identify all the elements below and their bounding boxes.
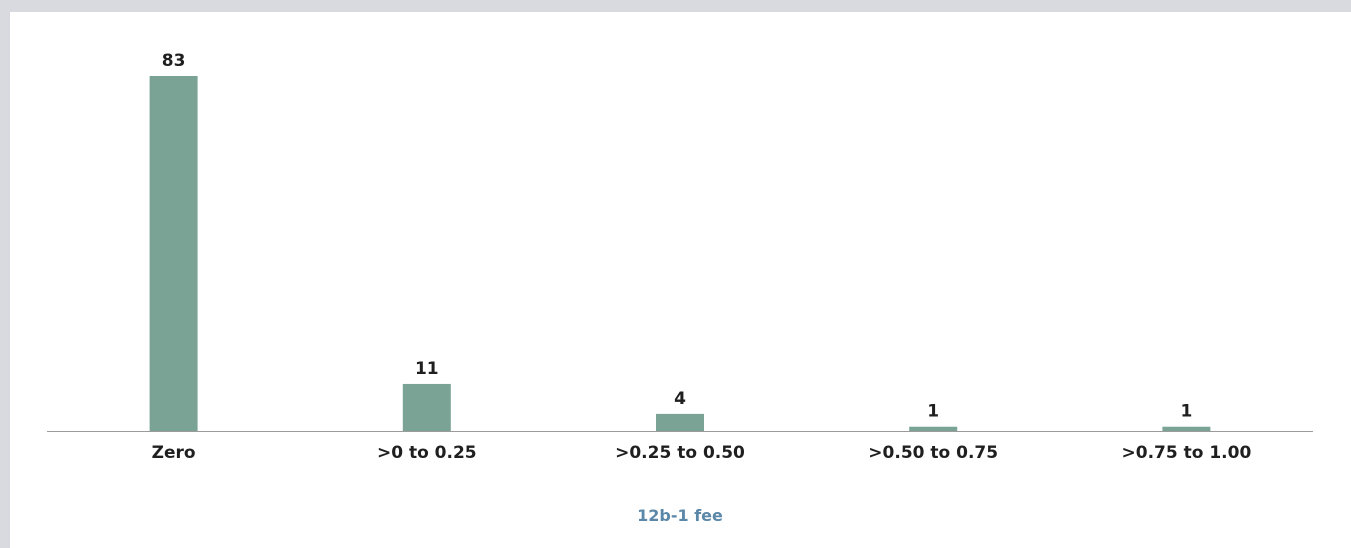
bar: [402, 383, 451, 431]
x-tick-label: >0.50 to 0.75: [868, 443, 998, 463]
bar-data-label: 11: [415, 359, 439, 379]
bar-data-label: 1: [1180, 402, 1192, 422]
bar-data-label: 4: [674, 389, 686, 409]
bar: [1162, 426, 1211, 431]
chart-panel: [10, 12, 1351, 548]
bar: [656, 413, 704, 431]
x-tick-label: >0 to 0.25: [377, 443, 477, 463]
bars-group: [149, 76, 1211, 431]
x-tick-label: >0.75 to 1.00: [1122, 443, 1252, 463]
x-tick-label: Zero: [152, 443, 196, 463]
x-tick-labels-group: Zero >0 to 0.25 >0.25 to 0.50 >0.50 to 0.75…: [152, 443, 1252, 463]
x-axis-title: 12b-1 fee: [637, 506, 723, 525]
bar: [149, 76, 198, 431]
x-tick-label: >0.25 to 0.50: [615, 443, 745, 463]
bar-data-label: 83: [162, 51, 186, 71]
bar: [909, 426, 958, 431]
bar-data-label: 1: [927, 402, 939, 422]
